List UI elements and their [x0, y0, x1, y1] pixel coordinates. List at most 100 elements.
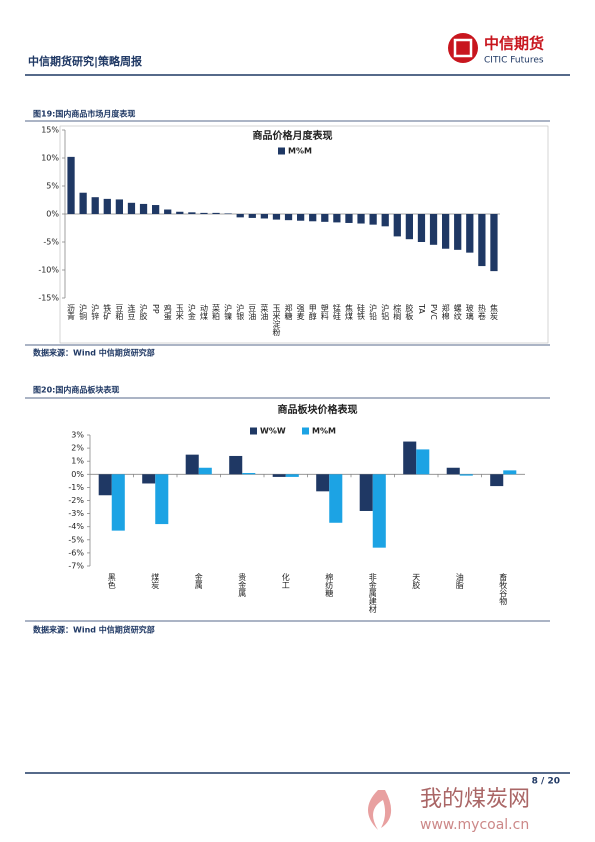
bar — [285, 474, 299, 477]
chart-title: 商品价格月度表现 — [253, 129, 333, 142]
x-tick-label: 螺纹 — [453, 303, 462, 321]
bar — [176, 211, 184, 214]
y-tick-label: -3% — [68, 509, 84, 518]
x-tick-label: 甲醇 — [308, 304, 317, 321]
y-tick-label: -7% — [68, 562, 84, 571]
bar — [403, 441, 417, 475]
bar — [357, 214, 365, 224]
bar — [446, 467, 460, 475]
legend-label: M%M — [312, 427, 336, 436]
bar — [372, 474, 386, 548]
x-tick-label: 动煤 — [199, 303, 208, 321]
x-tick-label: 锰硅 — [332, 303, 341, 320]
bar — [381, 214, 389, 227]
legend-label: W%W — [260, 427, 286, 436]
bar — [429, 214, 438, 245]
bar — [329, 474, 343, 523]
x-tick-label: 棉纺糖 — [325, 572, 334, 598]
logo-icon-inner — [453, 38, 473, 58]
x-tick-label: 非金属建材 — [368, 572, 377, 613]
y-tick-label: 1% — [71, 457, 84, 466]
bar — [272, 214, 281, 220]
bar — [316, 474, 330, 492]
bar — [212, 212, 220, 214]
bar — [79, 192, 87, 214]
x-tick-label: 沪锌 — [91, 303, 100, 321]
x-tick-label: 郑糖 — [284, 303, 293, 321]
x-tick-label: 煤炭 — [151, 572, 160, 590]
bar — [115, 199, 123, 214]
x-tick-label: 畜牧谷物 — [499, 572, 508, 606]
bar — [103, 198, 111, 214]
x-tick-label: 沪铅 — [369, 303, 378, 321]
bar — [229, 455, 243, 475]
bar — [236, 214, 244, 218]
page-number: 8 / 20 — [532, 777, 560, 787]
x-tick-label: 郑棉 — [441, 303, 450, 321]
bar — [284, 214, 293, 221]
x-tick-label: 鸡蛋 — [163, 303, 172, 321]
x-tick-label: 沪胶 — [139, 303, 148, 321]
x-tick-label: 油脂 — [455, 572, 464, 590]
bar — [416, 449, 430, 475]
bar — [260, 214, 268, 219]
logo-en: CITIC Futures — [484, 56, 544, 66]
watermark-cn: 我的煤炭网 — [420, 787, 530, 812]
figure-source: 数据来源：Wind 中信期货研究部 — [33, 348, 155, 358]
y-tick-label: -15% — [38, 294, 59, 303]
x-tick-label: 豆粕 — [115, 304, 124, 321]
x-tick-label: 豆油 — [248, 304, 257, 321]
x-tick-label: 玉米 — [175, 304, 184, 321]
x-tick-label: 玻璃 — [465, 303, 474, 321]
x-tick-label: 沪铝 — [381, 303, 390, 321]
x-tick-label: 强麦 — [296, 304, 305, 321]
y-tick-label: 3% — [71, 431, 84, 440]
x-tick-label: 化工 — [281, 572, 290, 589]
x-tick-label: PVC — [429, 304, 438, 320]
bar — [142, 474, 156, 484]
y-tick-label: 2% — [71, 444, 84, 453]
y-tick-label: -10% — [38, 266, 59, 275]
y-tick-label: 5% — [46, 182, 59, 191]
legend-swatch — [302, 427, 309, 435]
legend-label: M%M — [288, 147, 312, 156]
figure-caption: 图19:国内商品市场月度表现 — [33, 109, 135, 119]
bar — [111, 474, 125, 531]
watermark-url: www.mycoal.cn — [420, 817, 529, 833]
y-tick-label: -5% — [68, 535, 84, 544]
bar — [98, 474, 112, 496]
bar — [152, 205, 160, 214]
bar — [242, 472, 256, 475]
x-tick-label: 贵金属 — [238, 572, 247, 598]
bar — [297, 214, 305, 221]
figure-source: 数据来源：Wind 中信期货研究部 — [33, 625, 155, 635]
chart-title: 商品板块价格表现 — [278, 403, 358, 416]
bar — [369, 214, 377, 225]
y-tick-label: -4% — [68, 522, 84, 531]
y-tick-label: -6% — [68, 548, 84, 557]
x-tick-label: 金属 — [194, 572, 203, 590]
x-tick-label: 塑料 — [320, 304, 329, 321]
logo-cn: 中信期货 — [484, 35, 544, 53]
header-title: 中信期货研究|策略周报 — [28, 54, 143, 68]
bar — [454, 214, 462, 250]
bar — [127, 202, 136, 214]
x-tick-label: PP — [151, 304, 160, 314]
bar — [459, 474, 473, 476]
y-tick-label: -1% — [68, 483, 84, 492]
x-tick-label: 热卷 — [477, 303, 486, 320]
bar — [345, 214, 353, 223]
x-tick-label: 连豆 — [127, 303, 136, 320]
y-tick-label: -2% — [68, 496, 84, 505]
bar — [490, 214, 498, 272]
figure-caption: 图20:国内商品板块表现 — [33, 385, 119, 395]
x-tick-label: 焦煤 — [344, 303, 353, 321]
bar — [139, 203, 148, 214]
x-tick-label: 沪铜 — [79, 303, 88, 321]
bar — [224, 213, 232, 214]
x-tick-label: 天胶 — [412, 573, 421, 590]
x-tick-label: 棕榈 — [393, 303, 402, 321]
bar — [188, 212, 196, 214]
bar — [198, 467, 212, 475]
